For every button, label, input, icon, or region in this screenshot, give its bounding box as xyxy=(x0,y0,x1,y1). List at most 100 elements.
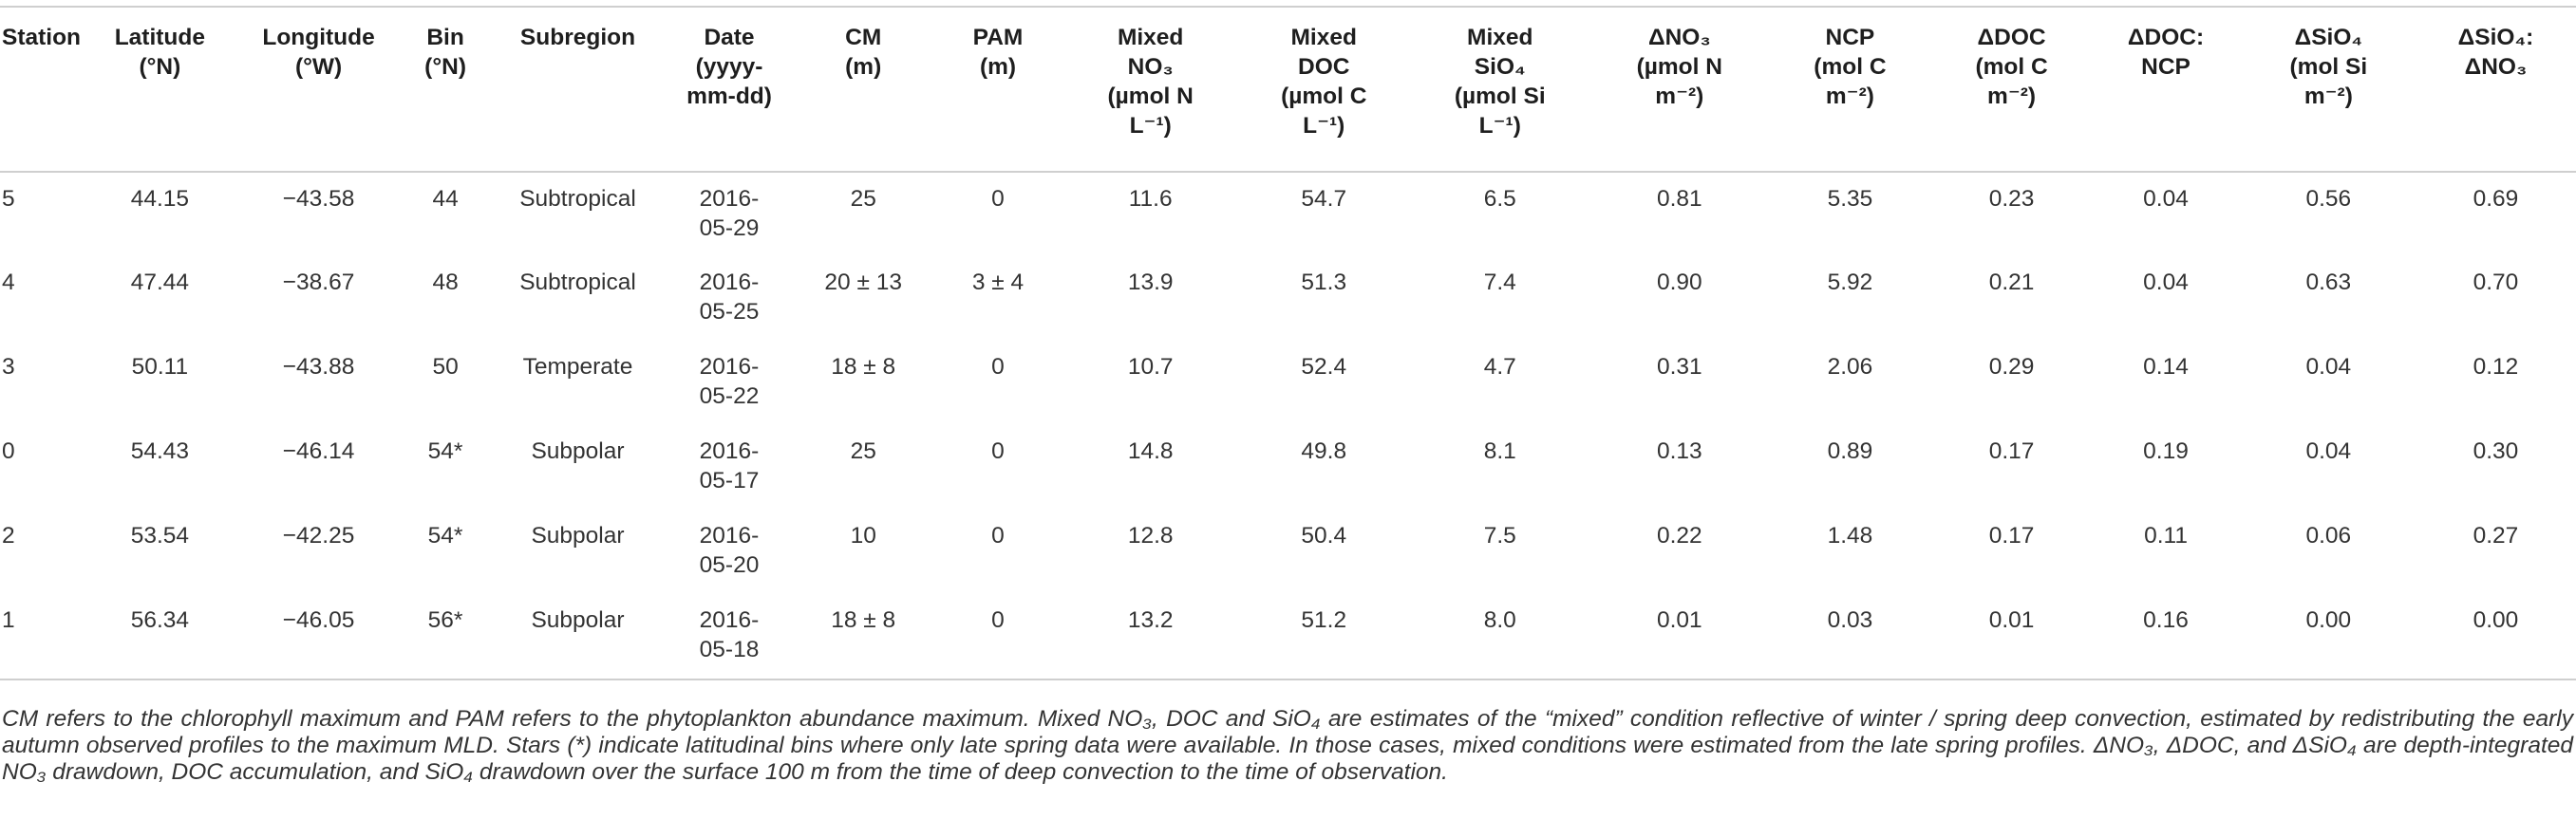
column-header-line: ΔDOC: xyxy=(2127,25,2205,50)
column-header: Subregion xyxy=(489,6,667,173)
table-cell-date: 2016- 05-17 xyxy=(667,425,792,510)
date-year-line: 2016- xyxy=(699,186,760,212)
column-header-line: NO₃ xyxy=(1127,54,1174,80)
table-cell-pam: 0 xyxy=(991,354,1005,380)
table-cell-cm: 18 ± 8 xyxy=(792,594,935,680)
column-header-line: ΔSiO₄: xyxy=(2457,25,2534,50)
column-header-line: (yyyy- xyxy=(695,54,763,80)
date-year-line: 2016- xyxy=(699,354,760,380)
column-header-line: (mol C xyxy=(1814,54,1887,80)
table-cell-d-sio4: 0.06 xyxy=(2305,523,2352,549)
table-cell-bin: 54* xyxy=(427,523,463,549)
table-cell-lon: −43.88 xyxy=(282,354,355,380)
column-header: Bin (°N) xyxy=(402,6,490,173)
table-cell-ncp: 0.89 xyxy=(1827,438,1873,464)
column-header-line: m⁻²) xyxy=(1987,84,2037,109)
table-cell-cm: 18 ± 8 xyxy=(831,354,896,380)
table-row: 4 47.44 −38.67 48 Subtropical 2016- 05-25 20 ± … xyxy=(0,256,2576,341)
column-header: PAM (m) xyxy=(934,6,1062,173)
column-header-line: Bin xyxy=(426,25,464,50)
table-cell-station: 3 xyxy=(2,354,15,380)
table-row: 0 54.43 −46.14 54* Subpolar 2016- 05-17 25 0 14.8… xyxy=(0,425,2576,510)
table-cell-sio4-no3: 0.00 xyxy=(2415,594,2576,680)
table-cell-mixed-no3: 13.2 xyxy=(1061,594,1240,680)
column-header-line: (mol C xyxy=(1975,54,2048,80)
table-cell-doc-ncp: 0.04 xyxy=(2143,186,2189,212)
table-cell-d-no3: 0.13 xyxy=(1656,438,1702,464)
table-cell-bin: 48 xyxy=(432,270,459,295)
column-header-line: (µmol Si xyxy=(1454,84,1546,109)
column-header-line: Subregion xyxy=(519,25,636,50)
table-cell-lat: 53.54 xyxy=(130,523,190,549)
table-cell-lat: 47.44 xyxy=(130,270,190,295)
table-cell-d-sio4: 0.63 xyxy=(2305,270,2352,295)
table-cell-doc-ncp: 0.19 xyxy=(2143,438,2189,464)
table-cell-station: 4 xyxy=(2,270,15,295)
column-header-line: (mol Si xyxy=(2289,54,2368,80)
column-header-line: (°N) xyxy=(424,54,466,80)
table-cell-mixed-doc: 51.3 xyxy=(1301,270,1347,295)
table-cell-d-sio4: 0.04 xyxy=(2305,354,2352,380)
table-cell-subregion: Subtropical xyxy=(519,186,636,212)
column-header-line: (µmol N xyxy=(1636,54,1722,80)
table-cell-sio4-no3: 0.27 xyxy=(2473,523,2519,549)
table-cell-cm: 25 xyxy=(850,186,876,212)
table-cell-doc-ncp: 0.14 xyxy=(2143,354,2189,380)
column-header-line: Date xyxy=(704,25,755,50)
table-cell-mixed-no3: 10.7 xyxy=(1127,354,1174,380)
column-header-line: m⁻²) xyxy=(1825,84,1874,109)
column-header-line: NCP xyxy=(1825,25,1875,50)
table-cell-lat: 56.34 xyxy=(84,594,236,680)
table-row: 2 53.54 −42.25 54* Subpolar 2016- 05-20 10 0 12.8… xyxy=(0,510,2576,594)
date-month-day-line: 05-17 xyxy=(699,468,760,493)
table-cell-station: 0 xyxy=(2,438,15,464)
table-cell-mixed-doc: 52.4 xyxy=(1301,354,1347,380)
table-cell-lat: 50.11 xyxy=(131,354,189,380)
column-header: Date (yyyy-mm-dd) xyxy=(666,6,793,173)
table-header-row: Station Latitude (°N) Longitude (°W) Bin (°N) S… xyxy=(0,6,2576,173)
table-cell-d-no3: 0.22 xyxy=(1656,523,1702,549)
date-month-day-line: 05-20 xyxy=(699,552,760,578)
column-header-line: Longitude xyxy=(262,25,375,50)
table-cell-d-no3: 0.31 xyxy=(1656,354,1702,380)
table-cell-ncp: 2.06 xyxy=(1827,354,1873,380)
table-row: 5 44.15 −43.58 44 Subtropical 2016- 05-29 25 0 11… xyxy=(0,172,2576,256)
table-cell-ncp: 5.35 xyxy=(1827,186,1873,212)
table-cell-doc-ncp: 0.11 xyxy=(2144,523,2188,549)
table-cell-sio4-no3: 0.69 xyxy=(2473,186,2519,212)
table-cell-mixed-no3: 11.6 xyxy=(1128,186,1173,212)
table-cell-d-no3: 0.01 xyxy=(1591,594,1767,680)
table-cell-lon: −46.05 xyxy=(235,594,402,680)
column-header-line: L⁻¹) xyxy=(1478,113,1521,139)
table-cell-subregion: Temperate xyxy=(522,354,633,380)
column-header-line: (m) xyxy=(979,54,1017,80)
table-cell-d-sio4: 0.04 xyxy=(2305,438,2352,464)
table-cell-mixed-no3: 14.8 xyxy=(1127,438,1174,464)
column-header: Mixed SiO₄ (µmol Si L⁻¹) xyxy=(1407,6,1592,173)
table-cell-pam: 3 ± 4 xyxy=(971,270,1025,295)
table-cell-station: 1 xyxy=(0,594,85,680)
column-header-line: ΔNO₃ xyxy=(2464,54,2528,80)
table-cell-pam: 0 xyxy=(991,186,1005,212)
table-cell-mixed-sio4: 6.5 xyxy=(1483,186,1516,212)
table-cell-d-no3: 0.81 xyxy=(1656,186,1702,212)
table-row: 3 50.11 −43.88 50 Temperate 2016- 05-22 18 ± 8 0… xyxy=(0,341,2576,425)
column-header-line: (µmol C xyxy=(1281,84,1367,109)
table-cell-subregion: Subpolar xyxy=(531,438,625,464)
table-cell-mixed-doc: 49.8 xyxy=(1301,438,1347,464)
date-month-day-line: 05-22 xyxy=(699,383,760,409)
table-cell-lon: −38.67 xyxy=(282,270,355,295)
table-cell-date: 2016- 05-22 xyxy=(667,341,792,425)
table-cell-ncp: 1.48 xyxy=(1827,523,1873,549)
column-header-line: L⁻¹) xyxy=(1303,113,1345,139)
table-cell-pam: 0 xyxy=(991,523,1005,549)
table-cell-bin: 56* xyxy=(402,594,490,680)
table-cell-d-doc: 0.01 xyxy=(1932,594,2091,680)
table-cell-mixed-doc: 51.2 xyxy=(1239,594,1408,680)
column-header: NCP (mol C m⁻²) xyxy=(1766,6,1933,173)
table-cell-mixed-sio4: 8.0 xyxy=(1407,594,1592,680)
footnote-text: CM refers to the chlorophyll maximum and… xyxy=(2,706,2573,785)
column-header-line: ΔDOC xyxy=(1977,25,2046,50)
column-header-line: ΔNO₃ xyxy=(1647,25,1711,50)
